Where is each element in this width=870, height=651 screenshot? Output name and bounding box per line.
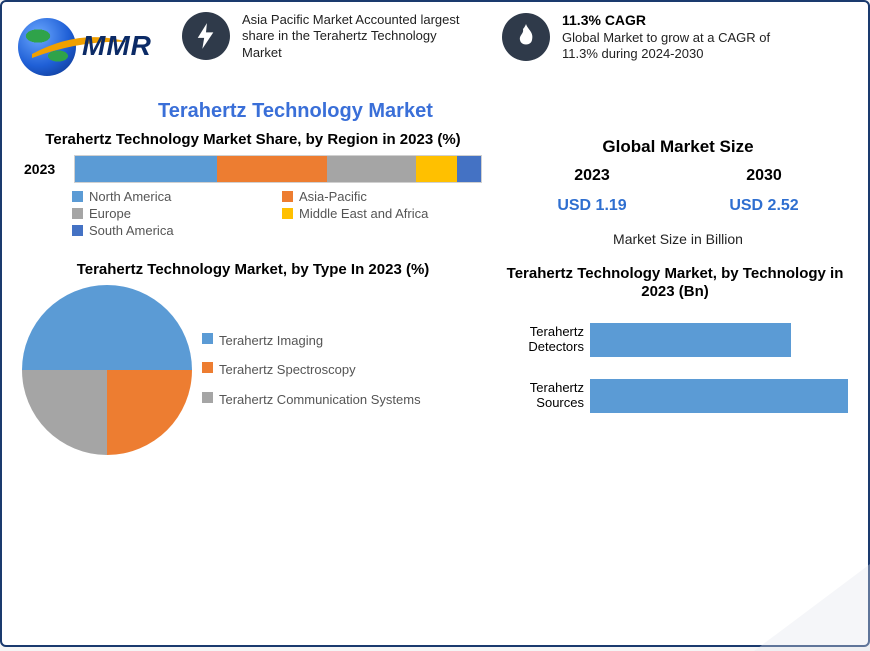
gms-column: 2023 USD 1.19 — [557, 167, 626, 215]
charts-grid: Terahertz Technology Market Share, by Re… — [18, 131, 852, 455]
region-bar-row: 2023 — [24, 155, 482, 183]
cagr-desc: Global Market to grow at a CAGR of 11.3%… — [562, 30, 792, 63]
header-row: MMR Asia Pacific Market Accounted larges… — [18, 12, 852, 82]
legend-swatch — [202, 362, 213, 373]
type-chart-title: Terahertz Technology Market, by Type In … — [18, 261, 488, 279]
legend-label: Terahertz Spectroscopy — [219, 362, 356, 378]
infographic-page: MMR Asia Pacific Market Accounted larges… — [0, 0, 870, 647]
legend-item: Terahertz Communication Systems — [202, 392, 421, 408]
region-segment — [327, 156, 416, 182]
region-chart-title: Terahertz Technology Market Share, by Re… — [24, 131, 482, 149]
gms-year: 2023 — [557, 167, 626, 185]
region-segment — [217, 156, 327, 182]
tech-bar-row: Terahertz Detectors — [502, 323, 848, 357]
corner-triangle-decoration — [754, 561, 870, 651]
legend-item: Terahertz Spectroscopy — [202, 362, 421, 378]
gms-value: USD 2.52 — [729, 197, 798, 215]
region-stacked-bar — [74, 155, 482, 183]
type-pie-chart — [22, 285, 192, 455]
tech-bar-track — [590, 323, 848, 357]
highlight-asia-pacific: Asia Pacific Market Accounted largest sh… — [176, 12, 478, 61]
legend-item: North America — [72, 189, 272, 204]
legend-label: Middle East and Africa — [299, 206, 428, 221]
legend-swatch — [72, 225, 83, 236]
gms-footnote: Market Size in Billion — [506, 231, 850, 247]
tech-bar-track — [590, 379, 848, 413]
cagr-title: 11.3% CAGR — [562, 12, 792, 30]
tech-bar-label: Terahertz Detectors — [502, 325, 584, 355]
highlight-text-2: 11.3% CAGR Global Market to grow at a CA… — [562, 12, 792, 62]
tech-bar-fill — [590, 379, 848, 413]
legend-swatch — [72, 208, 83, 219]
legend-item: Europe — [72, 206, 272, 221]
technology-bar-chart: Terahertz Technology Market, by Technolo… — [498, 261, 858, 455]
legend-label: Terahertz Imaging — [219, 333, 323, 349]
legend-label: North America — [89, 189, 171, 204]
legend-item: Asia-Pacific — [282, 189, 482, 204]
legend-swatch — [202, 333, 213, 344]
type-pie-legend: Terahertz Imaging Terahertz Spectroscopy T… — [202, 333, 421, 408]
gms-title: Global Market Size — [506, 137, 850, 157]
legend-swatch — [282, 191, 293, 202]
gms-values-row: 2023 USD 1.19 2030 USD 2.52 — [506, 167, 850, 215]
main-title: Terahertz Technology Market — [158, 100, 852, 123]
bolt-icon — [182, 12, 230, 60]
legend-item: Middle East and Africa — [282, 206, 482, 221]
highlight-cagr: 11.3% CAGR Global Market to grow at a CA… — [496, 12, 798, 62]
global-market-size: Global Market Size 2023 USD 1.19 2030 USD 2… — [498, 131, 858, 253]
tech-bars-container: Terahertz Detectors Terahertz Sources — [502, 323, 848, 413]
legend-swatch — [202, 392, 213, 403]
legend-label: Terahertz Communication Systems — [219, 392, 421, 408]
brand-logo: MMR — [18, 12, 158, 82]
tech-bar-fill — [590, 323, 791, 357]
legend-item: South America — [72, 223, 272, 238]
highlight-text-1: Asia Pacific Market Accounted largest sh… — [242, 12, 472, 61]
region-segment — [457, 156, 481, 182]
region-segment — [75, 156, 217, 182]
region-share-chart: Terahertz Technology Market Share, by Re… — [18, 131, 488, 253]
legend-swatch — [282, 208, 293, 219]
brand-name: MMR — [82, 30, 152, 62]
region-segment — [416, 156, 457, 182]
gms-value: USD 1.19 — [557, 197, 626, 215]
legend-label: Asia-Pacific — [299, 189, 367, 204]
legend-label: South America — [89, 223, 174, 238]
region-year-label: 2023 — [24, 161, 66, 177]
gms-year: 2030 — [729, 167, 798, 185]
tech-bar-row: Terahertz Sources — [502, 379, 848, 413]
pie-wrap: Terahertz Imaging Terahertz Spectroscopy T… — [18, 285, 488, 455]
gms-column: 2030 USD 2.52 — [729, 167, 798, 215]
flame-icon — [502, 13, 550, 61]
region-legend: North America Asia-Pacific Europe Middle Ea… — [24, 189, 482, 238]
legend-item: Terahertz Imaging — [202, 333, 421, 349]
legend-swatch — [72, 191, 83, 202]
legend-label: Europe — [89, 206, 131, 221]
type-pie-section: Terahertz Technology Market, by Type In … — [18, 261, 488, 455]
tech-chart-title: Terahertz Technology Market, by Technolo… — [502, 265, 848, 301]
tech-bar-label: Terahertz Sources — [502, 381, 584, 411]
